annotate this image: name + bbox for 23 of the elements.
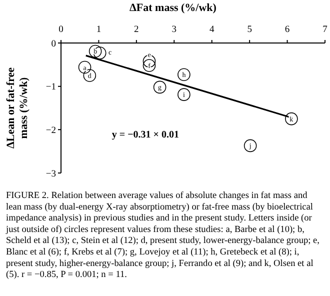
- annotation: y = −0.31 × 0.01: [112, 129, 180, 140]
- x-axis-title: ΔFat mass (%/wk): [130, 2, 217, 14]
- point: [285, 112, 298, 126]
- x-tick-label: 1: [96, 25, 102, 35]
- point: [142, 59, 156, 72]
- x-tick-label: 3: [172, 25, 177, 35]
- x-tick-label: 6: [284, 25, 290, 35]
- x-tick-label: 5: [247, 25, 252, 35]
- point: [78, 60, 92, 74]
- y-tick-label: −1: [46, 82, 56, 93]
- point: [178, 88, 190, 101]
- x-tick-label: 2: [134, 25, 140, 35]
- y-tick-label: −2: [46, 126, 56, 136]
- x-tick-label: 0: [58, 25, 64, 35]
- point: [178, 68, 190, 82]
- x-tick-label: 7: [322, 25, 328, 35]
- y-axis-title: ΔLean or fat-free mass (%/wk): [5, 67, 30, 149]
- caption: FIGURE 2. Relation between average values of absolute changes in fat mass and lean mass (by dual-energy X-ray absorptiometry) or fat-free mass (by bioelectrical impedance analysis) in previous studies and in the present study. Letters inside (or just outside of) circles represent values from these studies: a, Barbe et al (10); b, Scheld et al (13); c, Stein et al (12); d, present study, lower-energy-balance group; e, Blanc et al (6); f, Krebs et al (7); g, Lovejoy et al (11); h, Gretebeck et al (8); i, present study, higher-energy-balance group; j, Ferrando et al (9); and k, Olsen et al (5). r = −0.85, P = 0.001; n = 11.: [5, 191, 320, 280]
- point: [244, 139, 257, 152]
- x-tick-label: 4: [209, 25, 214, 35]
- y-tick-label: −3: [46, 169, 56, 180]
- point: [153, 80, 166, 94]
- y-tick-label: 0: [51, 39, 56, 50]
